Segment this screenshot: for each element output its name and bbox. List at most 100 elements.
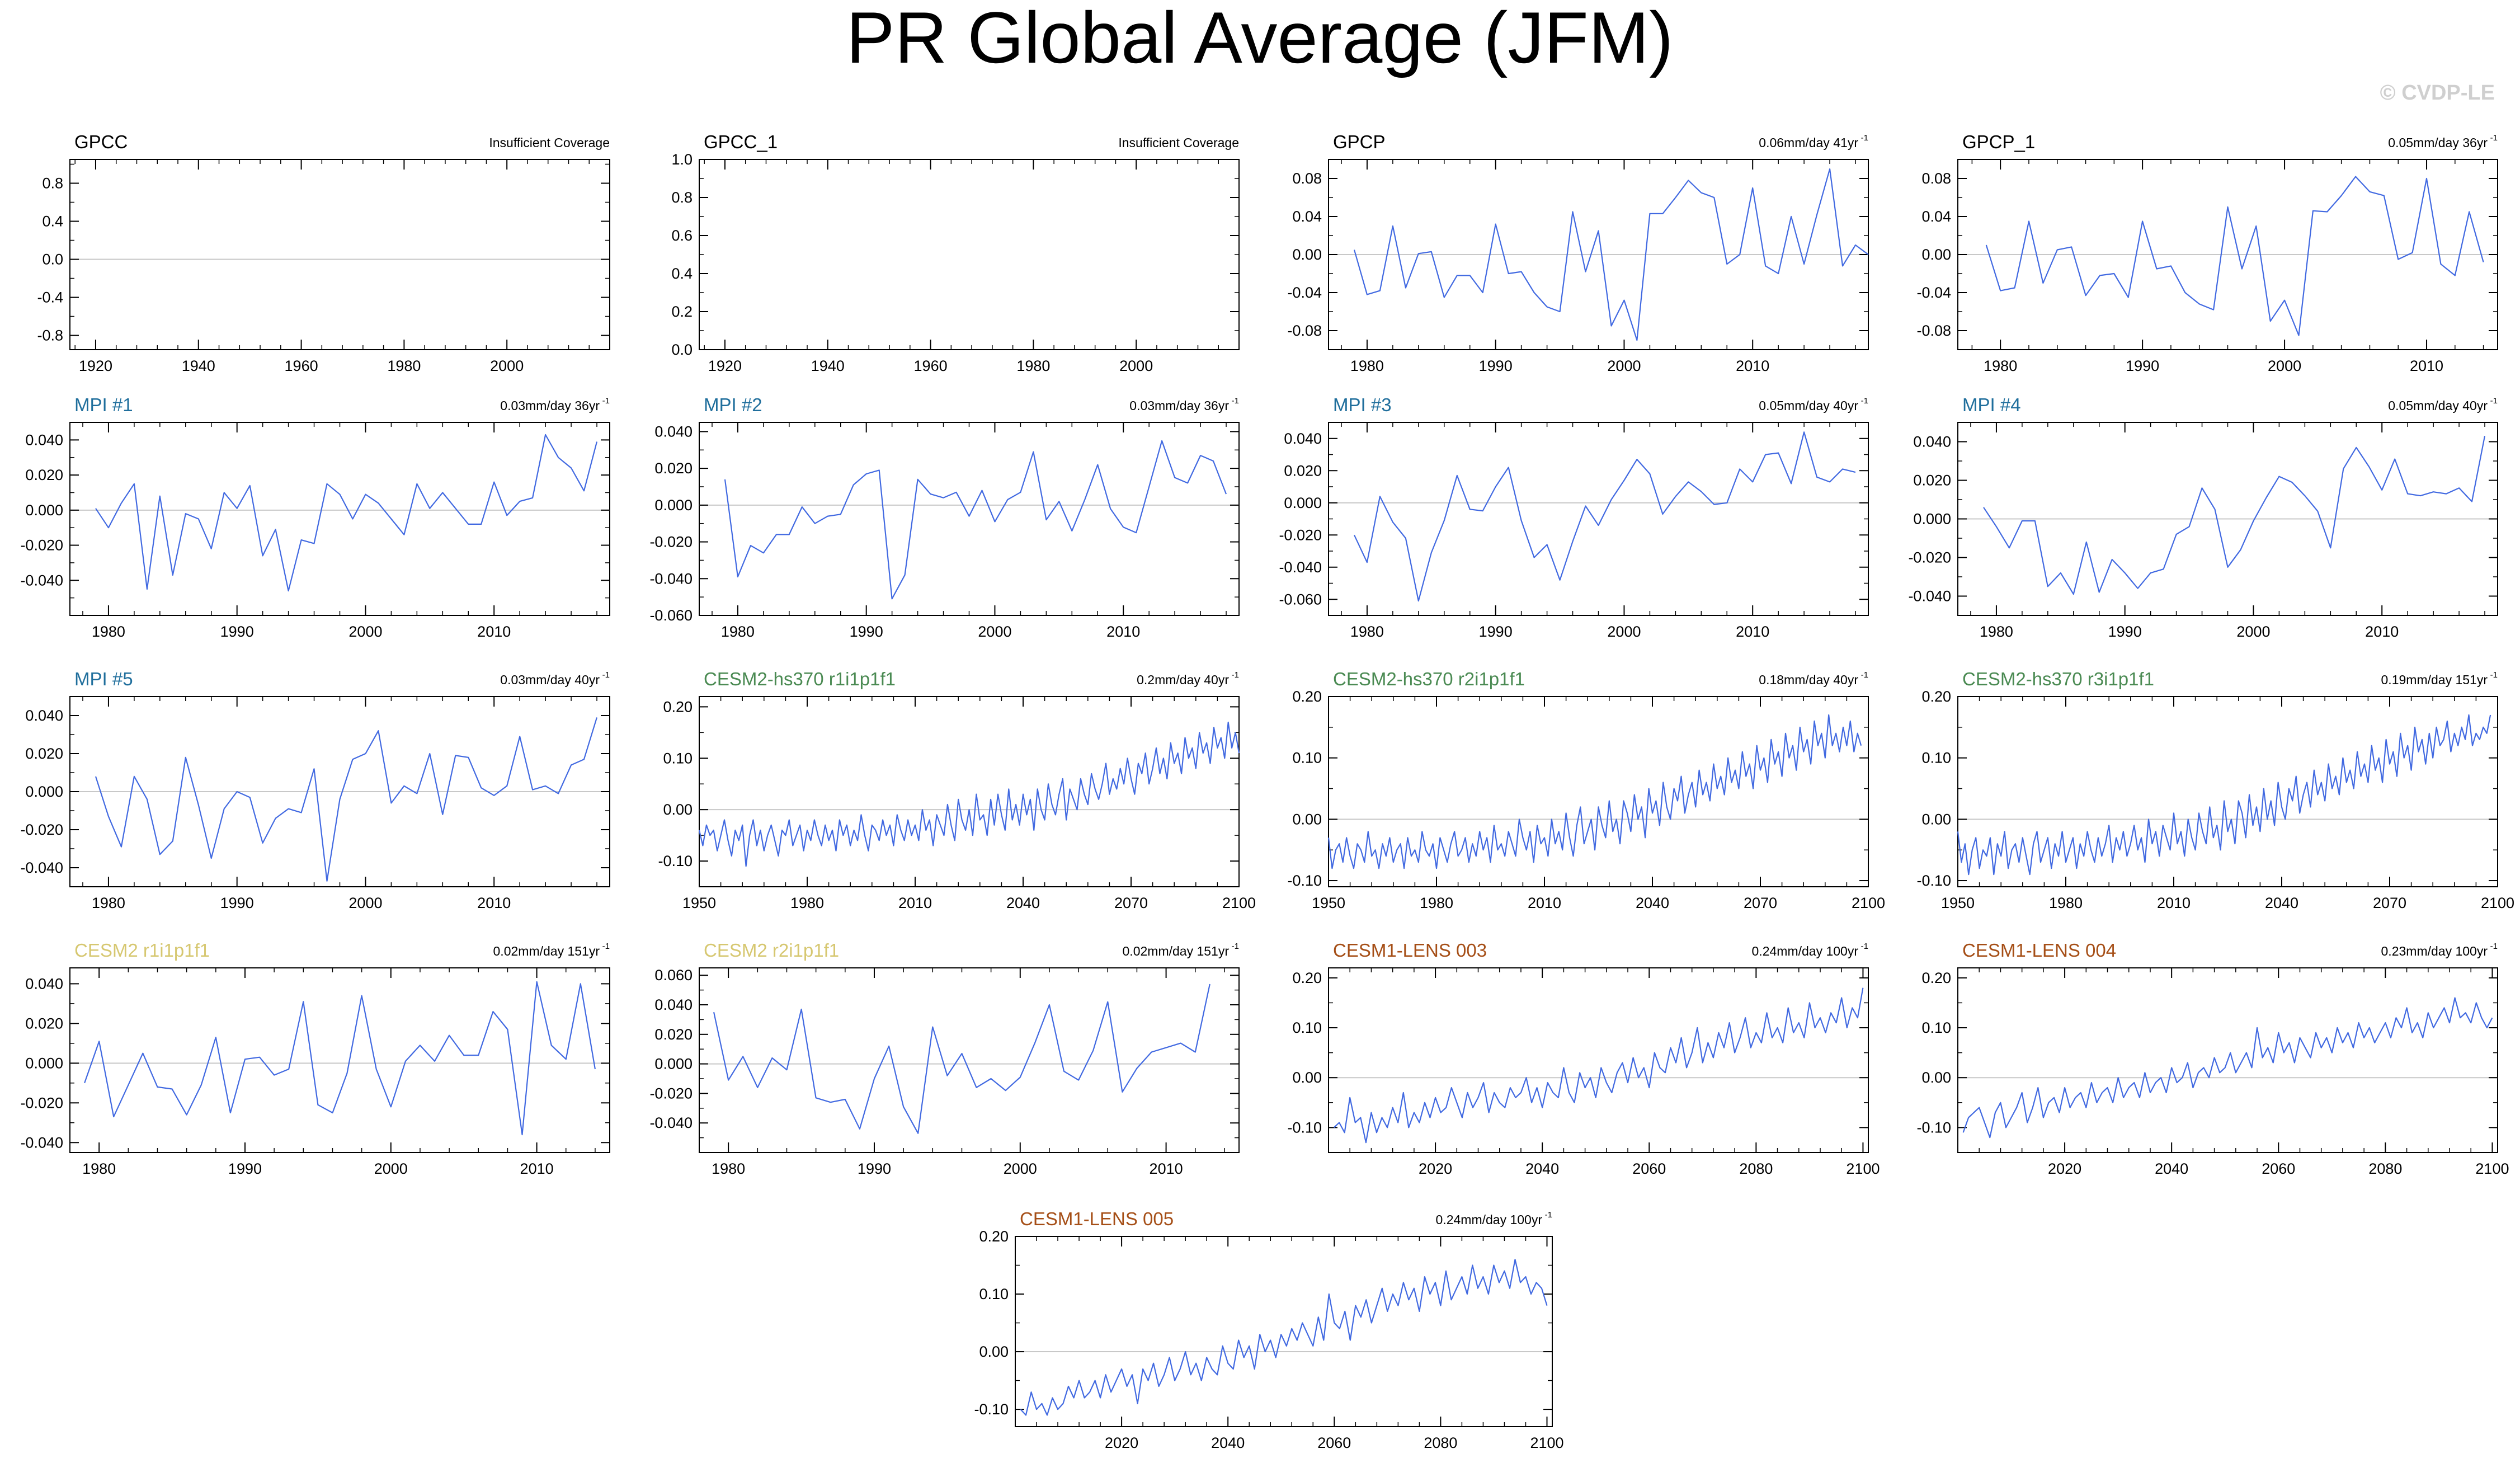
panel-title: GPCC xyxy=(74,131,128,152)
y-tick-label: 0.10 xyxy=(1292,1019,1322,1036)
panel-title: MPI #2 xyxy=(704,394,762,415)
panel-annotation: 0.24mm/day 100yr xyxy=(1436,1212,1543,1227)
y-tick-label: 0.00 xyxy=(1292,1069,1322,1086)
panel-annotation-exponent: -1 xyxy=(1861,396,1868,406)
plot-frame xyxy=(1328,422,1869,616)
x-tick-label: 2100 xyxy=(2481,895,2514,911)
panel-annotation: 0.24mm/day 100yr xyxy=(1752,944,1859,958)
y-tick-label: 0.10 xyxy=(1921,1019,1951,1036)
y-tick-label: 0.20 xyxy=(1292,970,1322,986)
x-tick-label: 2080 xyxy=(1739,1160,1773,1177)
x-tick-label: 2010 xyxy=(1736,623,1769,640)
plot-frame xyxy=(699,159,1240,350)
y-tick-label: 0.040 xyxy=(654,996,693,1013)
y-tick-label: -0.10 xyxy=(974,1401,1009,1418)
x-tick-label: 1980 xyxy=(1980,623,2013,640)
x-tick-label: 1990 xyxy=(850,623,883,640)
panel-title: CESM1-LENS 003 xyxy=(1333,940,1487,961)
panel-annotation: Insufficient Coverage xyxy=(1118,135,1239,150)
y-tick-label: 0.4 xyxy=(42,213,63,230)
y-tick-label: 0.04 xyxy=(1292,208,1322,225)
panel-annotation: 0.23mm/day 100yr xyxy=(2381,944,2488,958)
y-tick-label: 0.000 xyxy=(25,783,63,800)
y-tick-label: 0.10 xyxy=(663,750,693,766)
y-tick-label: 0.020 xyxy=(25,1015,63,1032)
series-line xyxy=(1962,997,2493,1139)
plot-frame xyxy=(1957,967,2498,1153)
x-tick-label: 2100 xyxy=(1852,895,1885,911)
y-tick-label: 0.040 xyxy=(25,431,63,448)
panel-annotation: 0.02mm/day 151yr xyxy=(493,944,600,958)
panel-title: CESM1-LENS 005 xyxy=(1020,1208,1174,1229)
panel-title: CESM1-LENS 004 xyxy=(1962,940,2116,961)
y-tick-label: -0.040 xyxy=(1279,559,1322,576)
series-line xyxy=(1983,435,2486,595)
y-tick-label: 0.020 xyxy=(654,1026,693,1043)
x-tick-label: 2040 xyxy=(2155,1160,2188,1177)
y-tick-label: 0.6 xyxy=(671,227,693,244)
series-line xyxy=(1333,987,1864,1144)
y-tick-label: 0.040 xyxy=(25,975,63,992)
y-tick-label: 0.000 xyxy=(654,1056,693,1073)
x-tick-label: 2010 xyxy=(898,895,932,911)
y-tick-label: 0.040 xyxy=(654,423,693,440)
panel-annotation: 0.03mm/day 40yr xyxy=(500,672,600,687)
plot-frame xyxy=(1328,696,1869,887)
y-tick-label: 0.060 xyxy=(654,967,693,984)
x-tick-label: 2010 xyxy=(1150,1160,1183,1177)
panel-title: CESM2-hs370 r3i1p1f1 xyxy=(1962,669,2154,689)
x-tick-label: 2000 xyxy=(2236,623,2270,640)
x-tick-label: 1990 xyxy=(220,895,254,911)
y-tick-label: 0.00 xyxy=(1292,811,1322,827)
plot-frame xyxy=(1328,967,1869,1153)
plot-frame xyxy=(699,967,1240,1153)
series-line xyxy=(1327,714,1862,869)
x-tick-label: 2040 xyxy=(2265,895,2298,911)
chart-panel-4: GPCP_1 0.05mm/day 36yr -1 1980 1990 2000 2010 -… xyxy=(1916,131,2498,374)
panel-title: CESM2 r2i1p1f1 xyxy=(704,940,839,961)
x-tick-label: 2040 xyxy=(1525,1160,1559,1177)
y-tick-label: 0.000 xyxy=(1913,511,1951,528)
y-tick-label: -0.040 xyxy=(649,570,693,587)
x-tick-label: 2020 xyxy=(2048,1160,2081,1177)
panel-annotation-exponent: -1 xyxy=(1232,396,1239,406)
x-tick-label: 2040 xyxy=(1211,1434,1245,1451)
y-tick-label: 0.20 xyxy=(979,1228,1009,1245)
y-tick-label: -0.10 xyxy=(1916,1119,1951,1136)
chart-panel-9: MPI #5 0.03mm/day 40yr -1 1980 1990 2000 2010 -… xyxy=(20,669,610,911)
y-tick-label: 0.040 xyxy=(1913,434,1951,450)
plot-frame xyxy=(1015,1236,1553,1427)
x-tick-label: 2010 xyxy=(1528,895,1561,911)
x-tick-label: 2100 xyxy=(1222,895,1256,911)
x-tick-label: 1920 xyxy=(708,358,742,374)
panel-annotation-exponent: -1 xyxy=(1232,942,1239,951)
panel-annotation: 0.05mm/day 40yr xyxy=(2388,398,2488,413)
y-tick-label: 0.00 xyxy=(1921,246,1951,263)
watermark: © CVDP-LE xyxy=(2380,81,2495,105)
panel-annotation-exponent: -1 xyxy=(1545,1210,1552,1220)
series-line xyxy=(1353,168,1869,341)
y-tick-label: 0.00 xyxy=(663,801,693,818)
panel-annotation: 0.19mm/day 151yr xyxy=(2381,672,2488,687)
y-tick-label: 0.020 xyxy=(25,745,63,762)
x-tick-label: 2000 xyxy=(1607,623,1641,640)
x-tick-label: 2000 xyxy=(374,1160,408,1177)
y-tick-label: 0.20 xyxy=(1921,688,1951,705)
y-tick-label: -0.020 xyxy=(649,1085,693,1102)
y-tick-label: -0.040 xyxy=(1908,588,1951,605)
panel-title: GPCP_1 xyxy=(1962,131,2035,152)
x-tick-label: 2010 xyxy=(520,1160,554,1177)
y-tick-label: -0.10 xyxy=(1287,1119,1322,1136)
x-tick-label: 1980 xyxy=(92,895,125,911)
panel-annotation: 0.02mm/day 151yr xyxy=(1123,944,1230,958)
y-tick-label: 0.040 xyxy=(25,707,63,724)
y-tick-label: 0.00 xyxy=(979,1343,1009,1360)
series-line xyxy=(1020,1259,1548,1416)
plot-frame xyxy=(69,159,610,350)
panel-annotation-exponent: -1 xyxy=(2490,942,2498,951)
y-tick-label: 0.08 xyxy=(1292,170,1322,187)
x-tick-label: 1980 xyxy=(82,1160,116,1177)
y-tick-label: -0.060 xyxy=(1279,591,1322,608)
panel-annotation-exponent: -1 xyxy=(1861,670,1868,680)
